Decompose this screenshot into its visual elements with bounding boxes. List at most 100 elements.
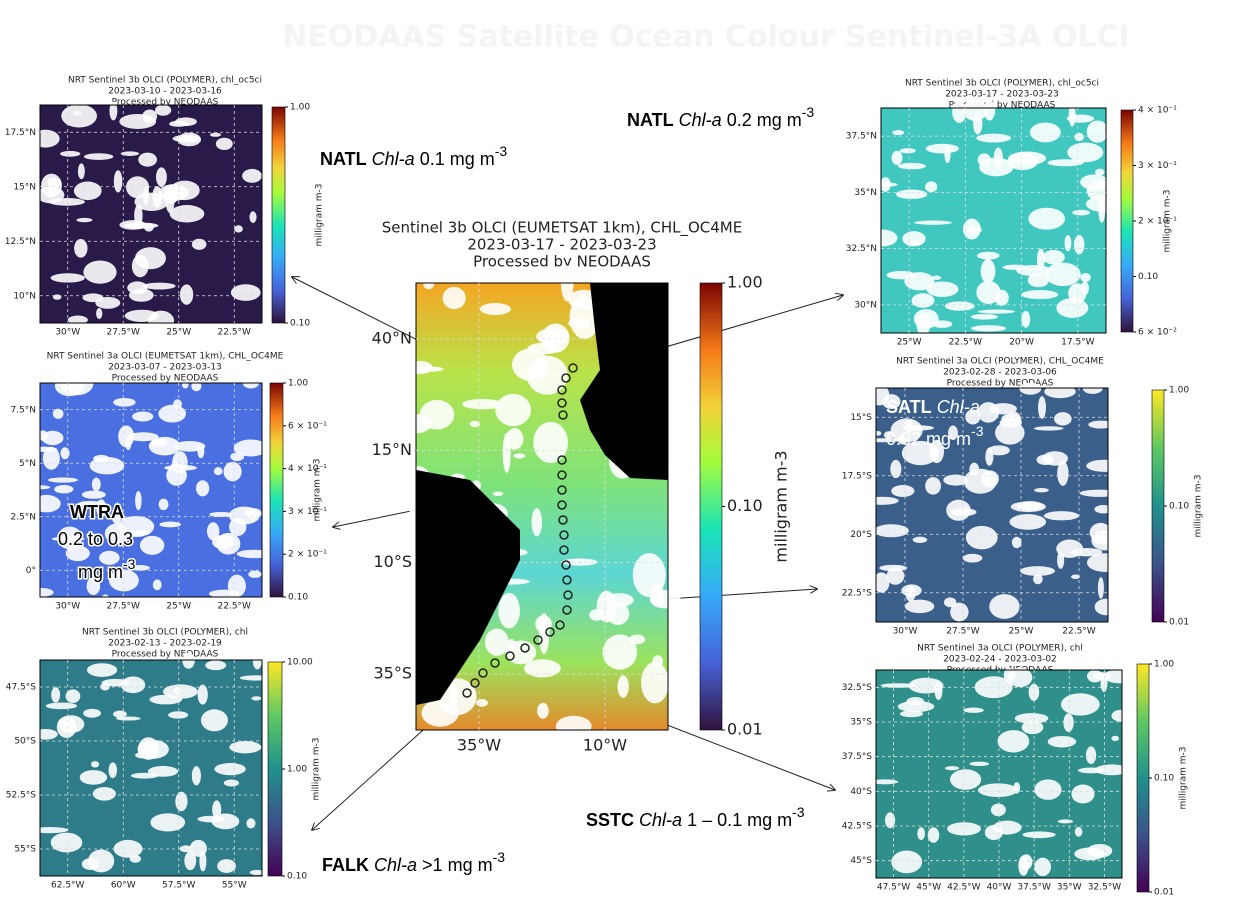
y-tick-label: 40°S: [850, 787, 872, 797]
cloud: [943, 597, 957, 608]
cloud: [1103, 669, 1138, 684]
cloud: [212, 800, 222, 819]
cloud: [537, 702, 549, 719]
track-station: [505, 651, 515, 661]
x-tick-label: 30°W: [893, 627, 918, 637]
value: 0.02 mg m: [886, 429, 971, 449]
cloud: [873, 524, 909, 538]
map-title: NRT Sentinel 3a OLCI (POLYMER), chl: [917, 644, 1083, 654]
cloud: [115, 716, 141, 721]
land: [416, 470, 520, 705]
colorbar-tick-label: 4 × 10⁻¹: [1138, 106, 1177, 116]
cloud: [169, 180, 200, 201]
cloud: [449, 683, 458, 707]
cloud: [236, 549, 273, 559]
cloud: [994, 289, 1009, 306]
cloud: [903, 419, 914, 433]
cloud: [950, 508, 977, 517]
cloud: [1016, 501, 1044, 511]
cloud: [50, 273, 85, 283]
y-tick-label: 47.5°S: [6, 683, 37, 693]
cloud: [41, 430, 64, 446]
cloud: [91, 477, 101, 492]
cloud: [927, 827, 940, 843]
cloud: [498, 592, 520, 629]
cloud: [86, 576, 101, 596]
track-station: [559, 530, 569, 540]
colorbar-tick-label: 0.10: [1169, 502, 1189, 512]
cloud: [74, 239, 88, 258]
annotation: SATL Chl-a: [886, 397, 980, 417]
cloud: [603, 593, 634, 608]
track-station: [533, 635, 543, 645]
cloud: [1044, 385, 1076, 399]
value: >1 mg m: [422, 855, 493, 875]
cloud: [174, 686, 181, 695]
cloud: [874, 430, 882, 436]
cloud: [1036, 248, 1045, 271]
cloud: [99, 550, 120, 565]
cloud: [1022, 831, 1056, 839]
cloud: [252, 652, 262, 670]
cloud: [976, 280, 1001, 305]
chl: Chl-a: [372, 149, 415, 169]
cloud: [52, 408, 64, 419]
chl: Chl-a: [639, 810, 682, 830]
cloud: [1087, 669, 1103, 683]
cloud: [914, 220, 952, 225]
map-title: 2023-02-28 - 2023-03-06: [943, 368, 1057, 378]
cloud: [469, 420, 481, 428]
cloud: [1068, 103, 1076, 127]
cloud: [649, 590, 681, 609]
track-station: [557, 385, 567, 395]
cloud: [108, 762, 118, 779]
colorbar-tick-label: 2 × 10⁻¹: [288, 550, 327, 560]
track-station: [520, 643, 530, 653]
cloud: [908, 677, 944, 694]
cloud: [526, 355, 568, 395]
cloud: [1098, 201, 1106, 223]
y-tick-label: 22.5°S: [842, 588, 873, 598]
cloud: [223, 779, 240, 787]
cloud: [191, 380, 202, 392]
chl: Chl-a: [679, 110, 722, 130]
cloud: [1064, 234, 1072, 252]
cloud: [945, 766, 960, 771]
annotation: SSTC Chl-a 1 – 0.1 mg m-3: [586, 804, 805, 830]
cloud: [976, 251, 1000, 260]
y-tick-label: 37.5°N: [846, 132, 877, 142]
cloud: [911, 293, 935, 308]
cloud: [195, 480, 210, 497]
cloud: [217, 859, 236, 873]
cloud: [208, 589, 240, 598]
cloud: [154, 104, 172, 116]
cloud: [1085, 196, 1123, 213]
cloud: [113, 170, 123, 193]
cloud: [209, 511, 233, 517]
cloud: [983, 99, 996, 121]
cloud: [531, 508, 543, 537]
colorbar: [1151, 389, 1165, 623]
cloud: [126, 176, 150, 199]
map-title: Processed by NEODAAS: [112, 374, 219, 384]
x-tick-label: 25°W: [166, 602, 191, 612]
colorbar-tick-label: 0.10: [287, 872, 307, 882]
track-station: [557, 500, 567, 510]
cloud: [76, 217, 93, 223]
cloud: [60, 447, 70, 460]
cloud: [230, 284, 261, 301]
cloud: [905, 585, 916, 602]
cloud: [1092, 532, 1114, 545]
cloud: [1047, 735, 1077, 748]
y-tick-label: 32.5°S: [842, 683, 873, 693]
x-tick-label: 47.5°W: [877, 883, 911, 893]
x-tick-label: 22.5°W: [1062, 627, 1096, 637]
y-tick-label: 10°S: [373, 552, 412, 571]
cloud: [962, 553, 983, 563]
cloud: [1094, 598, 1118, 616]
x-tick-label: 40°W: [987, 883, 1012, 893]
cloud: [950, 602, 969, 622]
cloud: [536, 328, 569, 345]
cloud: [1021, 720, 1044, 735]
cloud: [1047, 159, 1084, 167]
